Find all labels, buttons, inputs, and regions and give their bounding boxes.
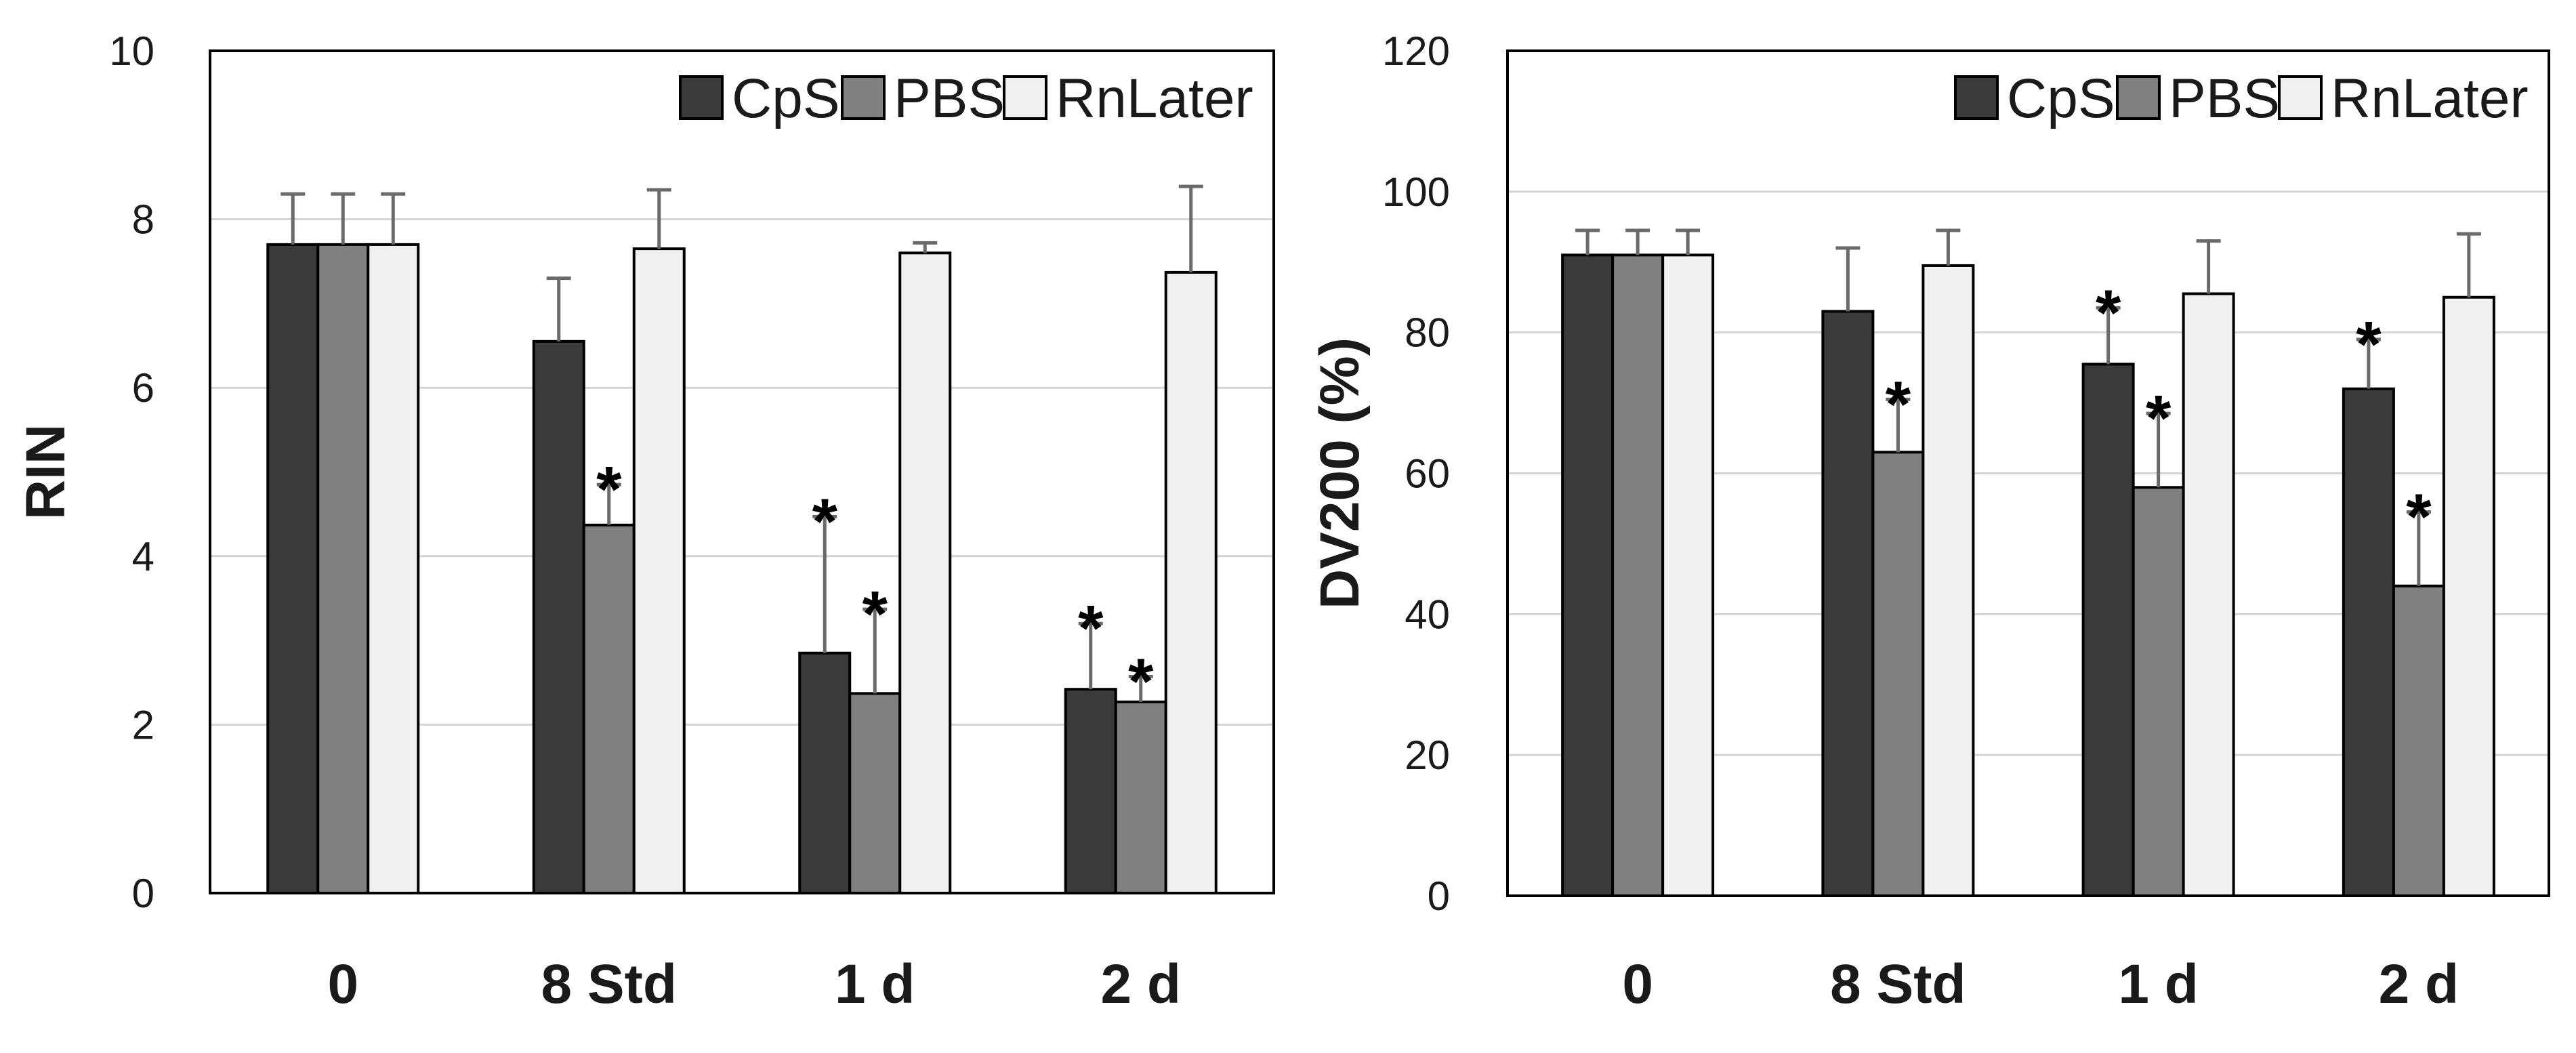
bar-pbs xyxy=(1114,700,1167,894)
legend-label-rnlater: RnLater xyxy=(1056,68,1253,129)
y-tick-label: 80 xyxy=(1405,310,1450,356)
plot-area-frame xyxy=(209,49,1275,894)
bar-pbs xyxy=(2392,584,2445,897)
rin-chart: 0 2 4 6 8 10 * * * * * 0 8 Std 1 d 2 d RIN CpS PBS RnLater xyxy=(15,28,1275,1015)
legend-swatch-pbs xyxy=(841,75,886,120)
x-category-label: 8 Std xyxy=(1830,953,1966,1015)
legend-label-pbs: PBS xyxy=(2169,68,2280,129)
bar-rnlater xyxy=(2442,295,2495,898)
plot-area-frame xyxy=(1506,49,2550,897)
significance-marker: * xyxy=(596,453,622,526)
dv200-chart: 0 20 40 60 80 100 120 * * * * * 0 8 Std 1 d 2 d DV200 (%… xyxy=(1309,28,2550,1015)
x-category-label: 1 d xyxy=(2118,953,2198,1015)
y-tick-label: 4 xyxy=(132,534,154,579)
y-tick-label: 0 xyxy=(132,871,154,916)
bar-pbs xyxy=(2132,486,2185,897)
legend: CpS PBS RnLater xyxy=(1954,68,2529,129)
bar-cps xyxy=(532,339,585,894)
significance-marker: * xyxy=(1128,646,1154,718)
legend-swatch-pbs xyxy=(2116,75,2161,120)
legend-label-rnlater: RnLater xyxy=(2331,68,2529,129)
significance-marker: * xyxy=(2356,308,2382,381)
bar-pbs xyxy=(848,692,902,894)
bar-cps xyxy=(1064,688,1117,894)
y-axis-label: DV200 (%) xyxy=(1309,337,1371,609)
x-category-label: 8 Std xyxy=(541,953,677,1015)
bar-cps xyxy=(2342,387,2395,897)
significance-marker: * xyxy=(2406,481,2432,554)
y-tick-label: 40 xyxy=(1405,592,1450,637)
y-tick-label: 60 xyxy=(1405,451,1450,497)
y-tick-label: 10 xyxy=(109,28,154,74)
significance-marker: * xyxy=(863,578,888,651)
x-category-label: 0 xyxy=(327,953,358,1015)
legend-label-pbs: PBS xyxy=(894,68,1005,129)
bar-rnlater xyxy=(1921,264,1975,897)
significance-marker: * xyxy=(1078,592,1104,665)
y-tick-label: 20 xyxy=(1405,732,1450,778)
y-axis-label: RIN xyxy=(15,424,77,520)
bar-cps xyxy=(1561,253,1615,897)
bar-rnlater xyxy=(1164,270,1218,894)
bar-pbs xyxy=(316,243,370,894)
y-tick-label: 120 xyxy=(1382,28,1450,74)
significance-marker: * xyxy=(1886,368,1911,440)
legend-swatch-cps xyxy=(679,75,724,120)
bar-rnlater xyxy=(632,247,686,895)
x-category-label: 2 d xyxy=(1101,953,1181,1015)
bar-cps xyxy=(1821,310,1875,898)
bar-rnlater xyxy=(898,251,952,894)
legend-swatch-rnlater xyxy=(2278,75,2323,120)
bar-rnlater xyxy=(367,243,420,894)
bar-pbs xyxy=(1611,253,1665,897)
bar-pbs xyxy=(1871,451,1925,897)
bar-cps xyxy=(2081,363,2135,897)
bar-rnlater xyxy=(1661,253,1715,897)
legend-label-cps: CpS xyxy=(2007,68,2115,129)
legend: CpS PBS RnLater xyxy=(679,68,1253,129)
legend-swatch-rnlater xyxy=(1003,75,1047,120)
significance-marker: * xyxy=(2146,382,2172,455)
legend-swatch-cps xyxy=(1954,75,1999,120)
y-tick-label: 100 xyxy=(1382,169,1450,215)
bar-cps xyxy=(798,651,852,894)
significance-marker: * xyxy=(812,485,838,558)
y-tick-label: 2 xyxy=(132,702,154,747)
x-category-label: 2 d xyxy=(2379,953,2459,1015)
x-category-label: 0 xyxy=(1622,953,1653,1015)
bar-rnlater xyxy=(2182,292,2235,897)
significance-marker: * xyxy=(2096,276,2121,349)
y-tick-label: 8 xyxy=(132,197,154,243)
legend-label-cps: CpS xyxy=(732,68,840,129)
bar-cps xyxy=(266,243,320,894)
y-tick-label: 6 xyxy=(132,365,154,411)
y-tick-label: 0 xyxy=(1428,873,1450,919)
x-category-label: 1 d xyxy=(835,953,915,1015)
bar-pbs xyxy=(582,523,636,894)
